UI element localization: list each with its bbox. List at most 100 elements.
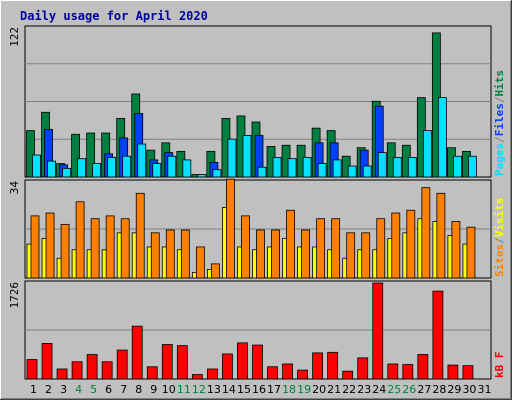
bar-pages: [152, 163, 162, 178]
x-tick-label: 1: [30, 383, 37, 396]
bar-sites: [75, 201, 85, 279]
bar-pages: [47, 160, 56, 178]
x-tick-label: 13: [207, 383, 221, 396]
bar-sites: [210, 263, 220, 279]
bar-kbytes: [146, 366, 158, 380]
bar-kbytes: [252, 344, 263, 380]
legend-entry: Hits: [493, 70, 506, 97]
bar-kbytes: [26, 359, 38, 380]
legend-entry: Pages: [493, 143, 506, 176]
x-tick-label: 11: [177, 383, 191, 396]
bar-kbytes: [56, 368, 68, 380]
bar-pages: [227, 138, 237, 178]
chart-panels: 122Pages/Files/Hits34Sites/Visits1726kB …: [8, 25, 506, 380]
bar-sites: [391, 212, 401, 279]
bar-pages: [197, 174, 207, 178]
bar-pages: [242, 135, 252, 178]
bar-sites: [45, 212, 55, 279]
bar-pages: [392, 157, 402, 178]
bar-sites: [406, 209, 416, 279]
bar-kbytes: [267, 366, 278, 380]
bar-pages: [182, 159, 192, 178]
y-max-label: 34: [8, 181, 21, 195]
bar-sites: [180, 229, 190, 279]
panel-kbytes: 1726 kB F: [8, 280, 506, 380]
x-tick-label: 9: [150, 383, 157, 396]
x-tick-label: 24: [372, 383, 386, 396]
x-tick-label: 30: [462, 383, 476, 396]
x-tick-label: 22: [342, 383, 356, 396]
bar-hits: [86, 132, 96, 178]
legend-entry: Sites: [493, 244, 506, 277]
y-max-label: 1726: [8, 282, 21, 309]
bar-kbytes: [222, 353, 233, 380]
bar-kbytes: [297, 369, 308, 380]
legend: kB F: [493, 352, 506, 379]
bar-kbytes: [101, 361, 113, 380]
bar-kbytes: [432, 290, 444, 380]
bar-kbytes: [41, 343, 53, 380]
bar-kbytes: [312, 352, 324, 380]
bar-kbytes: [447, 364, 459, 380]
bar-kbytes: [402, 364, 414, 380]
bar-pages: [347, 165, 357, 178]
bar-sites: [436, 192, 446, 279]
bar-pages: [377, 152, 387, 178]
x-tick-label: 28: [432, 383, 446, 396]
bar-sites: [120, 218, 130, 279]
x-tick-label: 18: [282, 383, 296, 396]
x-tick-label: 17: [267, 383, 281, 396]
bar-sites: [105, 215, 115, 279]
bar-kbytes: [357, 357, 369, 380]
bar-pages: [257, 166, 267, 178]
bar-kbytes: [206, 368, 218, 380]
chart-title: Daily usage for April 2020: [20, 9, 208, 23]
bar-sites: [271, 229, 280, 279]
x-tick-label: 31: [477, 383, 491, 396]
x-tick-label: 15: [237, 383, 251, 396]
bar-sites: [60, 223, 70, 279]
bar-sites: [361, 232, 371, 279]
x-tick-label: 25: [387, 383, 401, 396]
legend-entry: kB F: [493, 352, 506, 379]
bar-kbytes: [237, 342, 248, 380]
bar-kbytes: [417, 354, 429, 380]
bar-sites: [241, 215, 250, 279]
bar-kbytes: [372, 282, 384, 380]
bar-sites: [346, 232, 356, 279]
bar-kbytes: [282, 363, 293, 380]
bar-sites: [135, 192, 145, 279]
bar-kbytes: [86, 354, 98, 380]
bar-sites: [301, 229, 310, 279]
bar-pages: [407, 157, 417, 178]
bar-sites: [451, 221, 461, 279]
bar-hits: [26, 130, 35, 178]
x-tick-label: 21: [327, 383, 341, 396]
x-tick-label: 20: [312, 383, 326, 396]
x-tick-label: 29: [447, 383, 461, 396]
bar-sites: [316, 218, 326, 279]
bar-kbytes: [161, 344, 173, 380]
x-axis-labels: 1 2 3 4 5 6 7 8 9 10 11 12 13 14 15 16 17 18 19 20 21 22 23 24 2…: [30, 383, 491, 396]
bar-sites: [466, 226, 476, 279]
bar-sites: [286, 209, 295, 279]
bar-sites: [165, 229, 175, 279]
bar-pages: [32, 154, 41, 178]
bar-kbytes: [462, 365, 474, 380]
bar-pages: [468, 155, 477, 178]
x-tick-label: 4: [75, 383, 82, 396]
x-tick-label: 23: [357, 383, 371, 396]
bar-pages: [422, 130, 432, 178]
bar-pages: [92, 163, 102, 178]
bar-sites: [421, 187, 431, 279]
bar-pages: [287, 158, 297, 178]
x-tick-label: 7: [120, 383, 127, 396]
panel-visits-sites: 34 Sites/Visits: [8, 178, 506, 279]
x-tick-label: 3: [60, 383, 67, 396]
bar-pages: [272, 157, 282, 178]
legend-entry: /: [493, 96, 506, 103]
bar-sites: [331, 218, 341, 279]
